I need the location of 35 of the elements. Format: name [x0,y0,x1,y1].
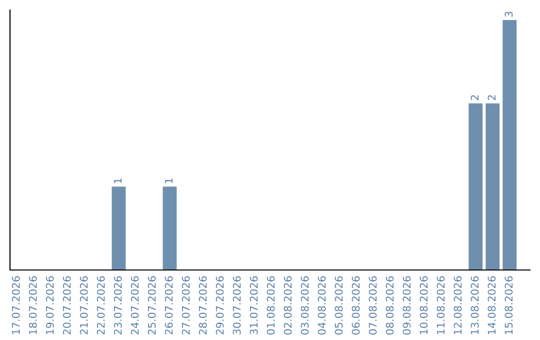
x-tick-label: 20.07.2026 [62,276,71,334]
x-tick-label: 19.07.2026 [46,276,54,334]
x-tick-label: 29.07.2026 [216,276,224,334]
x-tick-label: 07.08.2026 [368,276,377,335]
data-label: 1 [114,178,122,184]
x-tick-label: 03.08.2026 [300,276,309,335]
x-tick-label: 04.08.2026 [318,276,326,335]
data-label: 1 [165,178,173,184]
x-tick-label: 22.07.2026 [96,276,105,334]
x-tick-label: 11.08.2026 [436,276,445,334]
x-tick-label: 14.08.2026 [488,276,496,334]
x-tick-label: 15.08.2026 [504,276,513,334]
x-tick-label: 17.07.2026 [12,276,20,334]
x-tick-label: 12.08.2026 [454,276,462,334]
x-tick-label: 09.08.2026 [402,276,411,335]
x-tick-label: 05.08.2026 [334,276,343,335]
x-tick-label: 25.07.2026 [148,276,156,334]
data-label: 3 [504,12,513,17]
x-tick-label: 24.07.2026 [130,276,139,334]
data-label: 2 [488,95,496,100]
x-tick-label: 10.08.2026 [420,276,428,334]
x-tick-label: 01.08.2026 [266,276,275,335]
x-tick-label: 08.08.2026 [386,276,394,335]
data-label: 2 [470,95,478,100]
x-tick-label: 30.07.2026 [232,276,241,334]
x-tick-label: 28.07.2026 [198,276,207,334]
x-tick-label: 18.07.2026 [28,276,37,334]
x-tick-label: 21.07.2026 [80,276,88,334]
x-tick-label: 06.08.2026 [352,276,360,335]
x-tick-label: 26.07.2026 [164,276,173,334]
x-tick-label: 13.08.2026 [470,276,479,334]
x-tick-label: 27.07.2026 [182,276,190,334]
x-tick-label: 31.07.2026 [250,276,258,334]
x-tick-label: 02.08.2026 [284,276,292,335]
x-tick-label: 23.07.2026 [114,276,122,334]
